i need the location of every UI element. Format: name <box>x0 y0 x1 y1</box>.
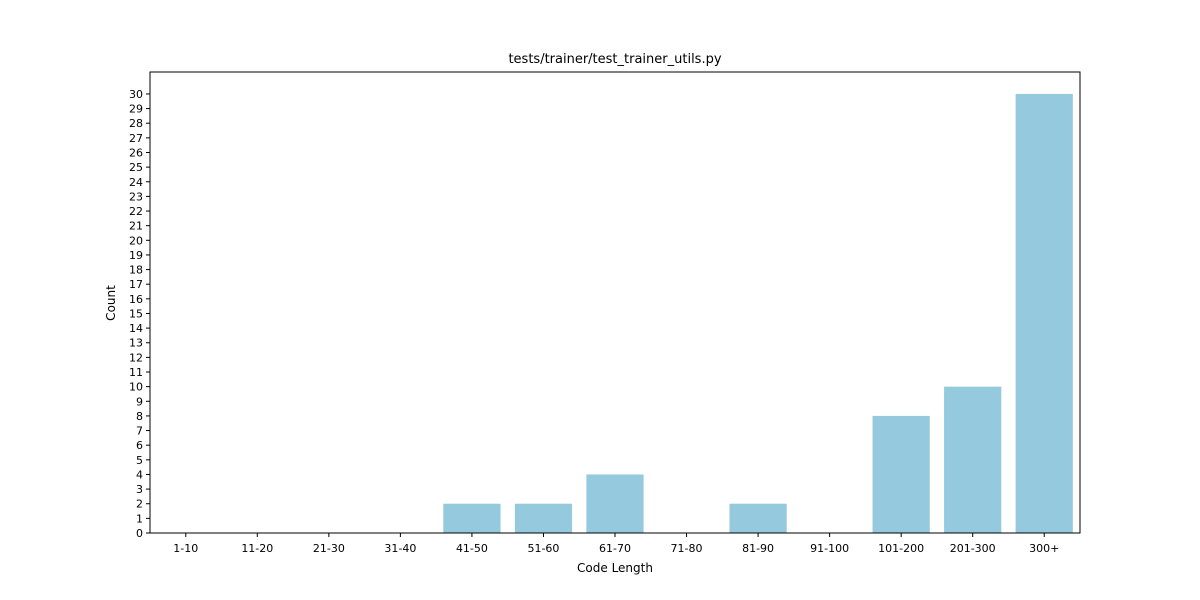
plot-area-frame <box>149 71 1081 534</box>
x-tick-label: 61-70 <box>599 542 631 555</box>
bar-101-200 <box>872 415 930 533</box>
y-tick-label: 7 <box>136 425 143 438</box>
x-tick-label: 201-300 <box>950 542 996 555</box>
y-tick-label: 2 <box>136 498 143 511</box>
x-tick-label: 91-100 <box>810 542 849 555</box>
bar-51-60 <box>514 503 573 533</box>
y-tick-label: 26 <box>129 146 143 159</box>
y-tick-label: 28 <box>129 117 143 130</box>
y-tick-label: 0 <box>136 527 143 540</box>
y-tick-label: 21 <box>129 220 143 233</box>
bar-group <box>443 93 1073 533</box>
y-tick-label: 15 <box>129 307 143 320</box>
y-tick-label: 19 <box>129 249 143 262</box>
bar-300+ <box>1015 93 1073 533</box>
x-tick-label: 101-200 <box>878 542 924 555</box>
y-tick-label: 6 <box>136 439 143 452</box>
y-tick-label: 5 <box>136 454 143 467</box>
y-axis: 0123456789101112131415161718192021222324… <box>129 88 150 540</box>
x-tick-label: 71-80 <box>671 542 703 555</box>
y-axis-label: Count <box>104 285 118 321</box>
bar-41-50 <box>443 503 501 533</box>
x-axis: 1-10 11-20 21-30 31-40 41-50 51-60 61-70 71-80 8… <box>173 533 1059 555</box>
bar-81-90 <box>729 503 787 533</box>
x-tick-label: 21-30 <box>313 542 345 555</box>
x-tick-label: 31-40 <box>384 542 416 555</box>
x-axis-label: Code Length <box>577 561 653 575</box>
y-tick-label: 29 <box>129 103 143 116</box>
y-tick-label: 22 <box>129 205 143 218</box>
bar-201-300 <box>944 386 1002 533</box>
x-tick-label: 11-20 <box>241 542 273 555</box>
y-tick-label: 8 <box>136 410 143 423</box>
y-tick-label: 16 <box>129 293 143 306</box>
y-tick-label: 10 <box>129 381 143 394</box>
x-tick-label: 1-10 <box>173 542 198 555</box>
y-tick-label: 11 <box>129 366 143 379</box>
chart-title: tests/trainer/test_trainer_utils.py <box>508 52 721 67</box>
y-tick-label: 14 <box>129 322 143 335</box>
y-tick-label: 1 <box>136 512 143 525</box>
y-tick-label: 20 <box>129 234 143 247</box>
y-tick-label: 4 <box>136 468 143 481</box>
y-tick-label: 9 <box>136 395 143 408</box>
x-tick-label: 51-60 <box>527 542 559 555</box>
y-tick-label: 23 <box>129 190 143 203</box>
y-tick-label: 17 <box>129 278 143 291</box>
y-tick-label: 30 <box>129 88 143 101</box>
bar-61-70 <box>586 474 644 533</box>
x-tick-label: 81-90 <box>742 542 774 555</box>
y-tick-label: 25 <box>129 161 143 174</box>
y-tick-label: 3 <box>136 483 143 496</box>
y-tick-label: 18 <box>129 264 143 277</box>
y-tick-label: 12 <box>129 351 143 364</box>
y-tick-label: 24 <box>129 176 143 189</box>
y-tick-label: 13 <box>129 337 143 350</box>
y-tick-label: 27 <box>129 132 143 145</box>
x-tick-label: 41-50 <box>456 542 488 555</box>
x-tick-label: 300+ <box>1029 542 1059 555</box>
